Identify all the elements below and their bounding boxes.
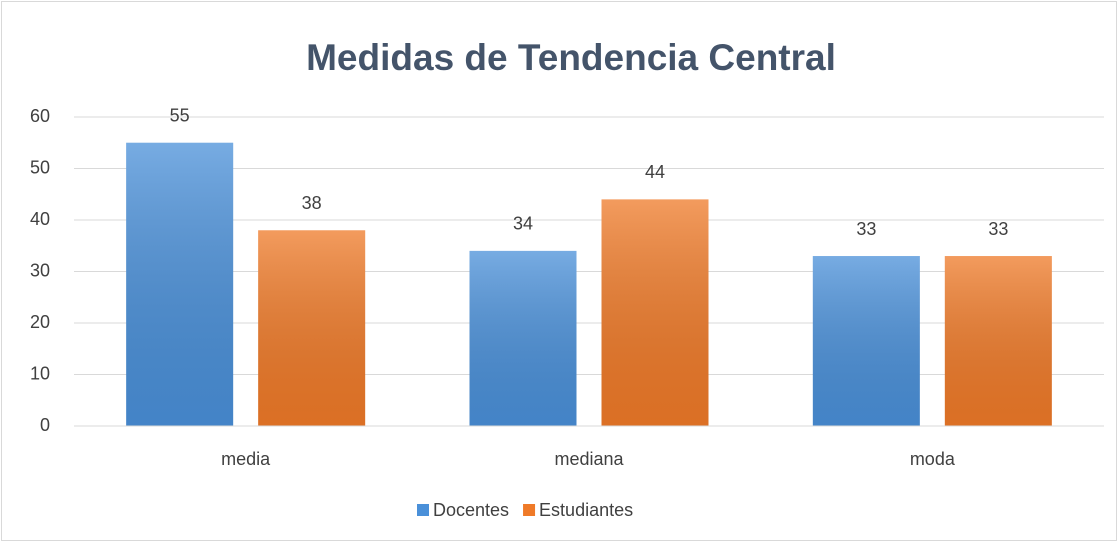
value-label: 33 bbox=[856, 219, 876, 239]
bar bbox=[469, 250, 577, 426]
bar bbox=[601, 199, 709, 426]
y-tick-label: 40 bbox=[30, 209, 50, 229]
bar bbox=[944, 256, 1052, 426]
legend-swatch bbox=[417, 504, 429, 516]
y-tick-label: 60 bbox=[30, 106, 50, 126]
chart-title: Medidas de Tendencia Central bbox=[306, 37, 836, 78]
value-label: 34 bbox=[513, 214, 533, 234]
x-tick-label: mediana bbox=[554, 449, 624, 469]
y-tick-label: 30 bbox=[30, 260, 50, 280]
y-tick-label: 0 bbox=[40, 415, 50, 435]
legend-label: Estudiantes bbox=[539, 500, 633, 520]
y-tick-label: 20 bbox=[30, 312, 50, 332]
x-tick-label: moda bbox=[910, 449, 956, 469]
value-label: 44 bbox=[645, 162, 665, 182]
x-tick-label: media bbox=[221, 449, 271, 469]
bar bbox=[126, 142, 234, 426]
legend-label: Docentes bbox=[433, 500, 509, 520]
bar bbox=[812, 256, 920, 426]
y-tick-label: 50 bbox=[30, 157, 50, 177]
y-tick-label: 10 bbox=[30, 363, 50, 383]
legend-swatch bbox=[523, 504, 536, 516]
value-label: 33 bbox=[988, 219, 1008, 239]
value-label: 38 bbox=[302, 193, 322, 213]
bar bbox=[258, 230, 366, 426]
value-label: 55 bbox=[170, 106, 190, 126]
